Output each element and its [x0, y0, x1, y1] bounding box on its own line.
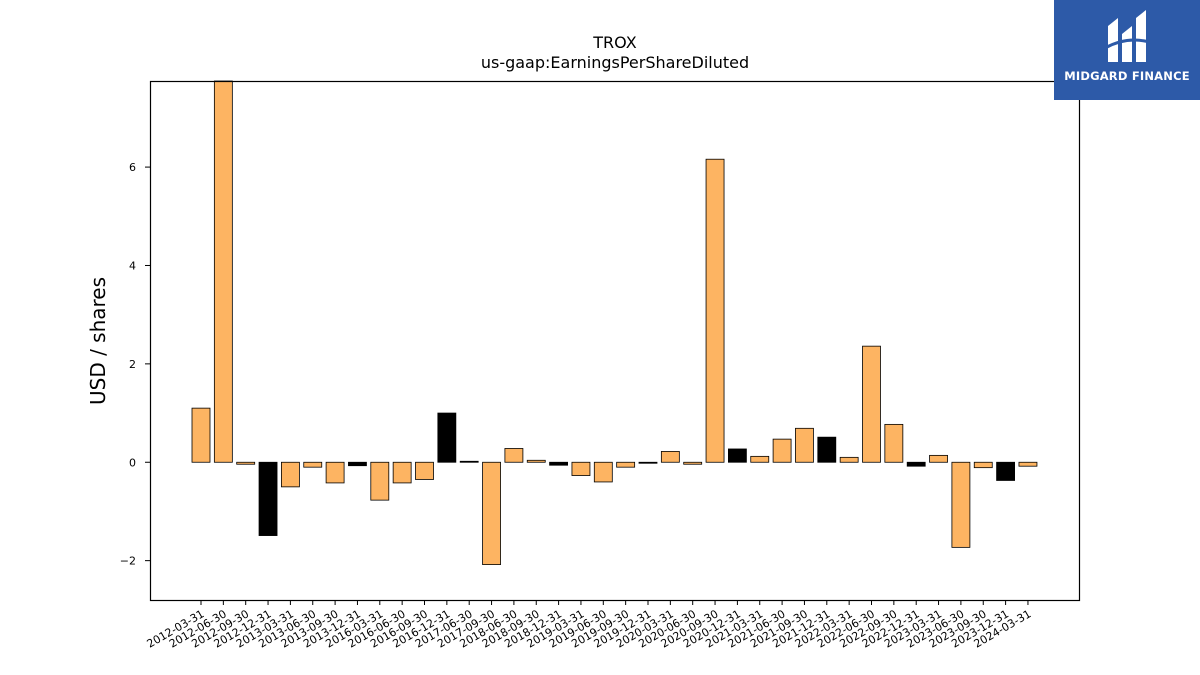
bar-2013-06-30	[303, 461, 323, 468]
bars-group	[191, 80, 1038, 565]
bar-2012-09-30	[236, 461, 256, 465]
y-tick-label: 2	[129, 358, 136, 371]
bar-2012-03-31	[191, 407, 211, 463]
bar-2013-03-31	[280, 461, 300, 488]
bar-2018-06-30	[504, 448, 524, 463]
plot-frame	[149, 80, 1081, 602]
bar-2022-09-30	[884, 423, 904, 463]
bar-2016-03-31	[370, 461, 390, 501]
bar-2023-12-31	[996, 461, 1015, 481]
brand-logo: MIDGARD FINANCE	[1054, 0, 1200, 100]
bar-2013-12-31	[348, 461, 367, 467]
bar-2016-12-31	[437, 412, 457, 463]
bar-2016-06-30	[392, 461, 412, 484]
bar-2019-12-31	[638, 461, 658, 464]
bar-2021-09-30	[795, 427, 814, 463]
bar-2012-06-30	[213, 80, 233, 463]
x-axis-ticks: 2012-03-312012-06-302012-09-302012-12-31…	[145, 600, 1033, 651]
bar-2017-09-30	[482, 461, 501, 565]
bar-2016-09-30	[415, 461, 434, 480]
bar-2021-12-31	[817, 436, 837, 463]
bar-2020-03-31	[660, 451, 680, 463]
chart-subtitle: us-gaap:EarningsPerShareDiluted	[481, 53, 749, 72]
bar-2023-09-30	[973, 461, 993, 469]
bar-2020-09-30	[705, 158, 725, 463]
bar-2019-03-31	[571, 461, 591, 476]
y-axis-ticks: −2 0 2 4 6	[120, 161, 150, 568]
bar-2021-03-31	[750, 455, 770, 463]
bar-2020-12-31	[728, 448, 747, 463]
bar-2023-03-31	[929, 454, 948, 463]
y-tick-label: 6	[129, 161, 136, 174]
bar-2020-06-30	[683, 461, 703, 465]
bar-2017-06-30	[459, 460, 479, 463]
bar-2021-06-30	[772, 438, 792, 463]
bar-2012-12-31	[258, 461, 278, 536]
chart-title: TROX	[592, 33, 636, 52]
bar-2013-09-30	[325, 461, 345, 484]
bar-2019-09-30	[616, 461, 636, 468]
bar-2022-03-31	[839, 456, 859, 463]
y-tick-label: −2	[120, 555, 136, 568]
bar-2018-12-31	[549, 461, 568, 466]
midgard-logo-icon	[1104, 10, 1150, 62]
bar-2022-06-30	[862, 345, 881, 463]
bar-2022-12-31	[906, 461, 926, 467]
y-tick-label: 0	[129, 456, 136, 469]
bar-2024-03-31	[1018, 461, 1038, 467]
brand-name: MIDGARD FINANCE	[1064, 69, 1190, 83]
y-tick-label: 4	[129, 259, 136, 272]
y-axis-label: USD / shares	[86, 277, 110, 405]
bar-2018-09-30	[526, 459, 546, 463]
bar-2019-06-30	[593, 461, 613, 483]
bar-2023-06-30	[951, 461, 971, 548]
